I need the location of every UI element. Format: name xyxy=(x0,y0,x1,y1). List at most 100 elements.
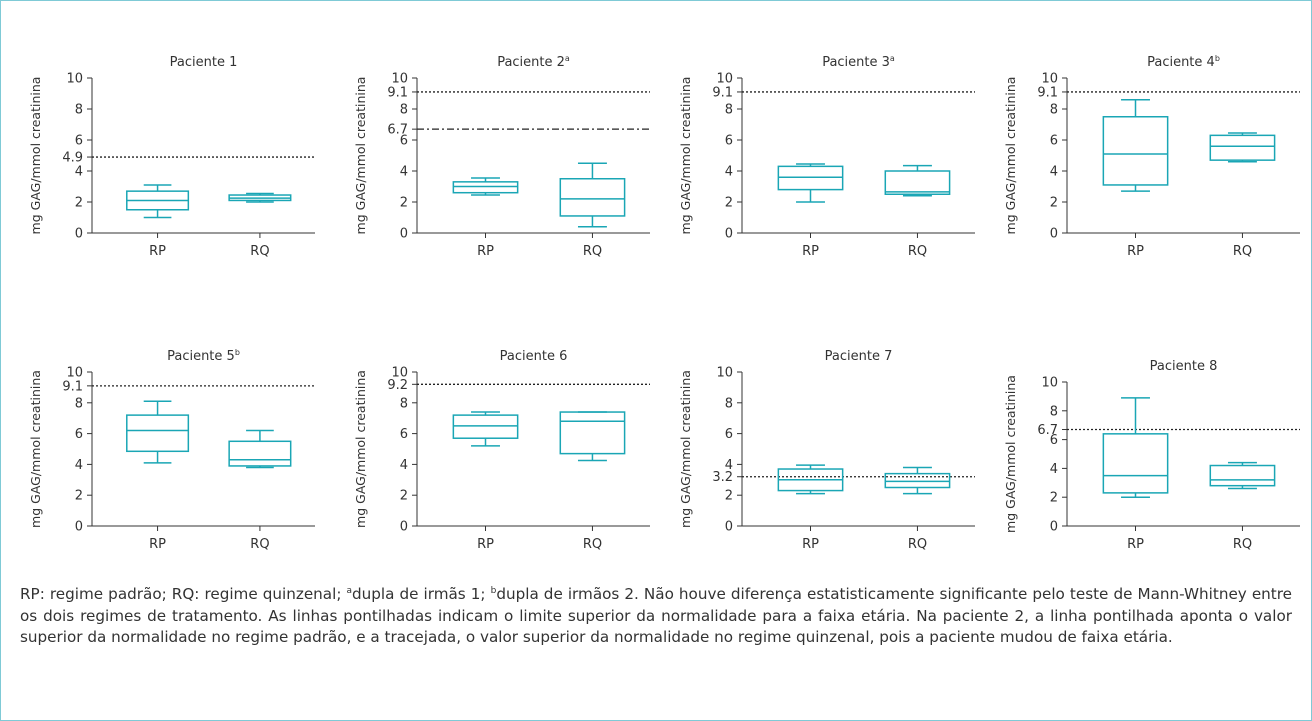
reference-line-label: 6.7 xyxy=(387,123,408,138)
box-rp xyxy=(452,177,519,196)
iqr-box xyxy=(884,472,951,489)
box-rq xyxy=(228,429,292,469)
x-tick-label: RQ xyxy=(1233,537,1252,552)
y-axis-label: mg GAG/mmol creatinina xyxy=(1003,375,1018,533)
box-rp xyxy=(777,464,844,495)
reference-line-label: 3.2 xyxy=(712,470,733,485)
y-tick-label: 10 xyxy=(1041,72,1058,87)
y-tick-label: 2 xyxy=(75,489,83,504)
y-axis-label: mg GAG/mmol creatinina xyxy=(1003,77,1018,235)
y-tick-label: 2 xyxy=(400,196,408,211)
y-tick-label: 0 xyxy=(400,520,408,535)
y-tick-label: 8 xyxy=(1050,103,1058,118)
y-tick-label: 6 xyxy=(400,427,408,442)
x-tick-label: RP xyxy=(1127,537,1144,552)
iqr-box xyxy=(126,414,190,453)
iqr-box xyxy=(559,178,626,217)
y-tick-label: 0 xyxy=(1050,520,1058,535)
x-tick-label: RP xyxy=(149,537,166,552)
y-tick-label: 10 xyxy=(391,366,408,381)
box-plot-grid: Paciente 1 mg GAG/mmol creatinina 0 2 4 6 8 10 4… xyxy=(28,54,1300,552)
y-tick-label: 6 xyxy=(725,427,733,442)
y-axis-label: mg GAG/mmol creatinina xyxy=(353,77,368,235)
box-rq xyxy=(884,466,951,495)
y-tick-label: 2 xyxy=(1050,196,1058,211)
reference-line-label: 9.1 xyxy=(387,85,408,100)
y-tick-label: 8 xyxy=(400,103,408,118)
y-tick-label: 2 xyxy=(725,489,733,504)
panel-1: Paciente 1 mg GAG/mmol creatinina 0 2 4 6 8 10 4… xyxy=(28,55,315,259)
iqr-box xyxy=(1102,433,1169,494)
x-tick-label: RQ xyxy=(250,537,269,552)
x-tick-label: RP xyxy=(477,244,494,259)
x-tick-label: RQ xyxy=(908,537,927,552)
box-rp xyxy=(126,400,190,464)
panel-8: Paciente 8 mg GAG/mmol creatinina 0 2 4 6 8 10 6… xyxy=(1003,359,1300,552)
reference-line-label: 9.1 xyxy=(1037,85,1058,100)
y-tick-label: 0 xyxy=(75,227,83,242)
x-tick-label: RQ xyxy=(583,537,602,552)
x-tick-label: RQ xyxy=(583,244,602,259)
x-tick-label: RP xyxy=(149,244,166,259)
iqr-box xyxy=(452,181,519,194)
y-tick-label: 8 xyxy=(75,103,83,118)
caption-part-1: RP: regime padrão; RQ: regime quinzenal; xyxy=(20,585,347,603)
y-axis-label: mg GAG/mmol creatinina xyxy=(678,370,693,528)
y-tick-label: 4 xyxy=(400,458,408,473)
y-tick-label: 6 xyxy=(725,134,733,149)
y-tick-label: 2 xyxy=(1050,491,1058,506)
panel-title: Paciente 5b xyxy=(167,348,240,364)
panel-title: Paciente 1 xyxy=(170,55,238,70)
y-axis-label: mg GAG/mmol creatinina xyxy=(678,77,693,235)
box-rq xyxy=(884,164,951,197)
x-tick-label: RQ xyxy=(908,244,927,259)
y-tick-label: 2 xyxy=(400,489,408,504)
x-tick-label: RP xyxy=(802,244,819,259)
y-tick-label: 6 xyxy=(1050,433,1058,448)
box-rp xyxy=(777,163,844,203)
x-tick-label: RP xyxy=(477,537,494,552)
reference-line-label: 4.9 xyxy=(62,151,83,166)
y-tick-label: 10 xyxy=(716,72,733,87)
y-tick-label: 6 xyxy=(75,134,83,149)
box-rq xyxy=(559,162,626,228)
y-tick-label: 8 xyxy=(400,396,408,411)
y-tick-label: 6 xyxy=(1050,134,1058,149)
panel-4: Paciente 4b mg GAG/mmol creatinina 0 2 4 6 8 10… xyxy=(1003,54,1300,259)
panel-title: Paciente 8 xyxy=(1150,359,1218,374)
y-tick-label: 0 xyxy=(75,520,83,535)
box-rq xyxy=(1209,132,1276,163)
iqr-box xyxy=(884,170,951,195)
y-tick-label: 4 xyxy=(725,458,733,473)
y-tick-label: 0 xyxy=(1050,227,1058,242)
panel-title: Paciente 3a xyxy=(822,54,895,70)
panel-6: Paciente 6 mg GAG/mmol creatinina 0 2 4 6 8 109… xyxy=(353,349,650,552)
iqr-box xyxy=(1209,134,1276,161)
panel-5: Paciente 5b mg GAG/mmol creatinina 0 2 4 6 8 10… xyxy=(28,348,315,552)
caption-superscript-a: a xyxy=(346,585,352,596)
y-tick-label: 8 xyxy=(1050,404,1058,419)
box-rp xyxy=(452,411,519,447)
y-tick-label: 0 xyxy=(725,227,733,242)
iqr-box xyxy=(1209,464,1276,487)
reference-line-label: 9.1 xyxy=(62,379,83,394)
iqr-box xyxy=(452,414,519,439)
box-rp xyxy=(126,184,190,219)
y-tick-label: 10 xyxy=(391,72,408,87)
reference-line-label: 9.1 xyxy=(712,85,733,100)
y-tick-label: 0 xyxy=(400,227,408,242)
x-tick-label: RP xyxy=(1127,244,1144,259)
y-tick-label: 4 xyxy=(1050,462,1058,477)
panel-title: Paciente 6 xyxy=(500,349,568,364)
iqr-box xyxy=(559,411,626,455)
caption-superscript-b: b xyxy=(490,585,497,596)
panel-2: Paciente 2a mg GAG/mmol creatinina 0 2 4 6 8 10… xyxy=(353,54,650,259)
y-tick-label: 10 xyxy=(66,72,83,87)
y-tick-label: 10 xyxy=(66,366,83,381)
panel-7: Paciente 7 mg GAG/mmol creatinina 0 2 4 6 8 10 3… xyxy=(678,349,975,552)
y-tick-label: 8 xyxy=(75,396,83,411)
y-tick-label: 4 xyxy=(725,165,733,180)
panel-title: Paciente 4b xyxy=(1147,54,1220,70)
iqr-box xyxy=(228,440,292,467)
y-tick-label: 8 xyxy=(725,103,733,118)
